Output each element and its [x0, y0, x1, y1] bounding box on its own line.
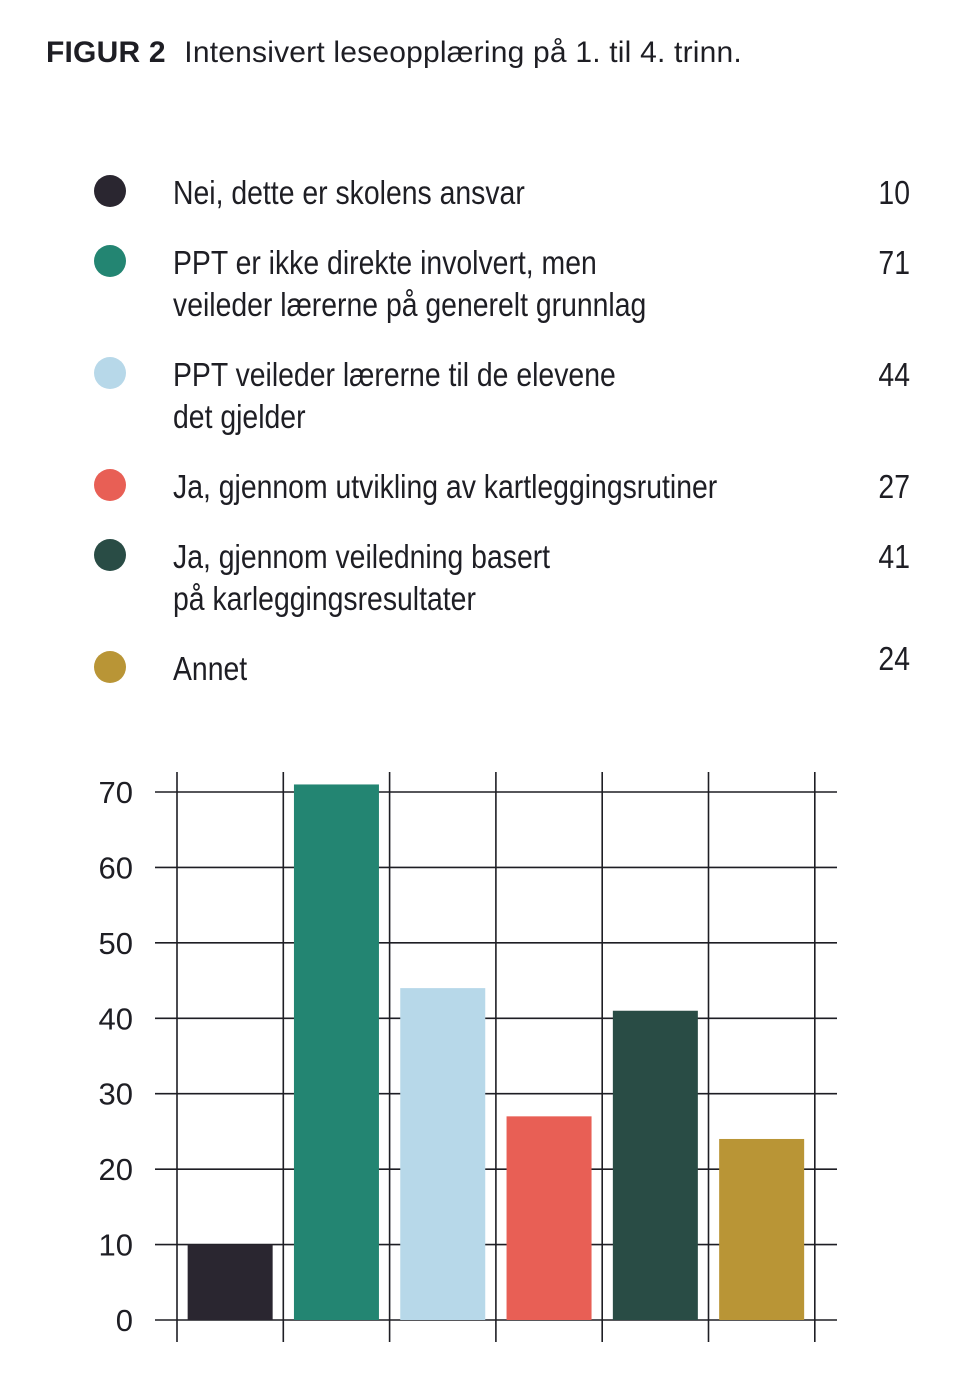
figure-title: FIGUR 2 Intensivert leseopplæring på 1. …: [46, 36, 742, 70]
legend-value: 24: [878, 640, 910, 677]
y-tick-label: 0: [116, 1303, 133, 1338]
y-tick-label: 40: [99, 1001, 133, 1036]
y-tick-label: 30: [99, 1077, 133, 1112]
y-tick-label: 70: [99, 775, 133, 810]
legend-dot-icon: [94, 175, 126, 207]
legend-value: 10: [878, 174, 910, 211]
legend-dot-icon: [94, 539, 126, 571]
bar: [719, 1138, 805, 1320]
figure-label: FIGUR 2: [46, 36, 166, 69]
y-tick-label: 60: [99, 850, 133, 885]
legend-label: Annet: [173, 650, 248, 687]
legend-label: PPT veileder lærerne til de elevene det …: [173, 356, 616, 435]
y-tick-label: 50: [99, 926, 133, 961]
legend-label: Ja, gjennom utvikling av kartleggingsrut…: [173, 468, 718, 505]
legend-value: 44: [878, 356, 910, 393]
bar: [187, 1244, 273, 1320]
y-tick-label: 20: [99, 1152, 133, 1187]
legend-dot-icon: [94, 245, 126, 277]
legend-value: 27: [878, 468, 910, 505]
bar: [400, 988, 486, 1320]
legend-label: PPT er ikke direkte involvert, men veile…: [173, 244, 647, 323]
bar: [506, 1116, 592, 1320]
bar: [293, 784, 379, 1320]
legend-label: Nei, dette er skolens ansvar: [173, 174, 525, 211]
legend-value: 71: [878, 244, 910, 281]
y-tick-label: 10: [99, 1228, 133, 1263]
legend-dot-icon: [94, 651, 126, 683]
legend: Nei, dette er skolens ansvar 10 PPT er i…: [94, 174, 910, 687]
legend-label: Ja, gjennom veiledning basert på karlegg…: [173, 538, 551, 617]
legend-value: 41: [878, 538, 910, 575]
figure-caption: Intensivert leseopplæring på 1. til 4. t…: [184, 36, 742, 69]
bar-chart: 0 10 20 30 40 50 60 70: [99, 772, 837, 1342]
bar: [612, 1010, 698, 1320]
legend-dot-icon: [94, 357, 126, 389]
legend-dot-icon: [94, 469, 126, 501]
